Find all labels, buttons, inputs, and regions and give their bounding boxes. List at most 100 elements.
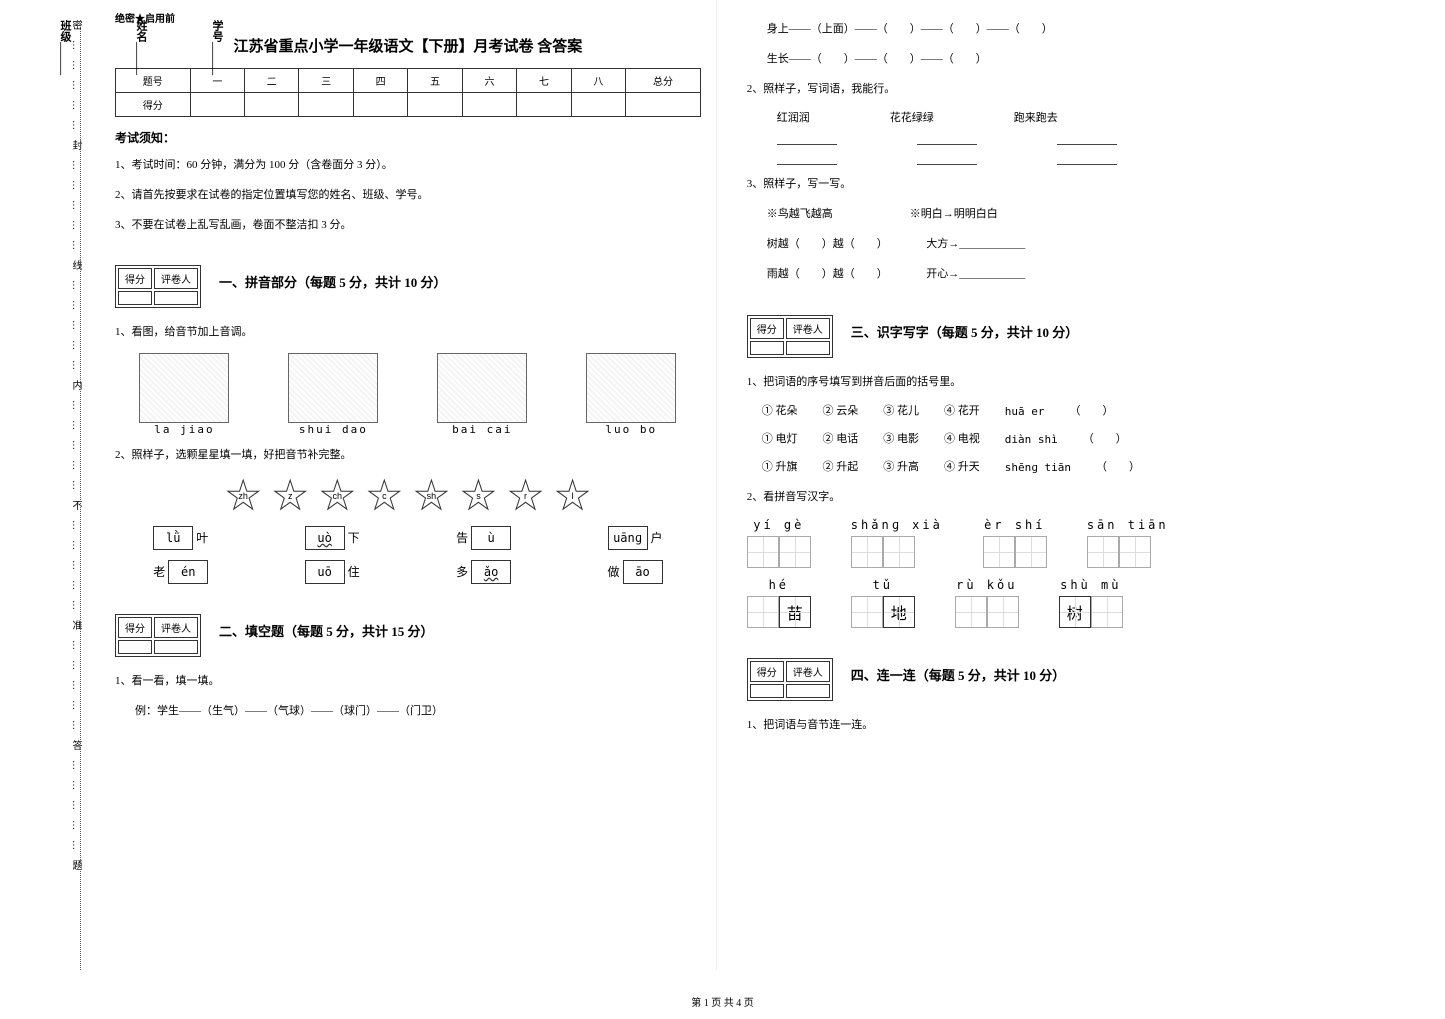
char: 叶 <box>196 529 208 546</box>
image-row: la jiao shui dao bai cai luo bo <box>115 353 701 436</box>
pinyin: rù kǒu <box>955 578 1019 592</box>
s2-q1: 1、看一看，填一填。 <box>115 672 701 692</box>
star-icon: sh <box>411 476 451 516</box>
th: 六 <box>462 69 516 93</box>
notice-line: 1、考试时间：60 分钟，满分为 100 分（含卷面分 3 分）。 <box>115 156 701 176</box>
opt: ④ 花开 <box>944 402 980 422</box>
page-footer: 第 1 页 共 4 页 <box>0 994 1445 1009</box>
tianzi-box <box>955 596 987 628</box>
fill-box-row: lǜ叶 uò下 告ù uānɡ户 <box>115 526 701 550</box>
tianzi-row: hé苗 tǔ地 rù kǒu shù mù树 <box>747 578 1319 628</box>
tianzi-box <box>983 536 1015 568</box>
section-1-title: 一、拼音部分（每题 5 分，共计 10 分） <box>219 272 447 291</box>
pinyin: shēnɡ tiān <box>1005 458 1071 478</box>
blank-line <box>1057 131 1117 145</box>
section-1-header: 得分评卷人 一、拼音部分（每题 5 分，共计 10 分） <box>115 250 701 313</box>
pinyin-text: la jiao <box>139 423 229 436</box>
s2-q1-row: 生长——（ ）——（ ）——（ ） <box>747 50 1319 70</box>
grader-label: 评卷人 <box>786 318 830 339</box>
blank-row <box>777 151 1319 165</box>
score-label: 得分 <box>750 661 784 682</box>
th: 二 <box>245 69 299 93</box>
sidebar-field: 姓名______ <box>133 20 149 119</box>
pinyin: hé <box>747 578 811 592</box>
tianzi-box <box>1119 536 1151 568</box>
score-label: 得分 <box>750 318 784 339</box>
pinyin-box: én <box>168 560 208 584</box>
section-3-title: 三、识字写字（每题 5 分，共计 10 分） <box>851 322 1079 341</box>
star-icon: z <box>270 476 310 516</box>
section-2-header: 得分评卷人 二、填空题（每题 5 分，共计 15 分） <box>115 599 701 662</box>
char: 多 <box>456 563 468 580</box>
th: 三 <box>299 69 353 93</box>
blank: （ ） <box>1083 430 1127 450</box>
example-word: 红润润 <box>777 109 810 125</box>
tianzi-box <box>747 536 779 568</box>
opt: ① 电灯 <box>762 430 798 450</box>
pinyin: shǎnɡ xià <box>851 518 943 532</box>
example-words: 红润润 花花绿绿 跑来跑去 <box>777 109 1319 125</box>
grader-label: 评卷人 <box>786 661 830 682</box>
s2-q3-row: 树越（ ）越（ ） 大方→____________ <box>747 235 1319 255</box>
section-4-header: 得分评卷人 四、连一连（每题 5 分，共计 10 分） <box>747 643 1319 706</box>
th: 四 <box>353 69 407 93</box>
figure-placeholder <box>437 353 527 423</box>
pinyin-box: ù <box>471 526 511 550</box>
right-column: 身上——（上面）——（ ）——（ ）——（ ） 生长——（ ）——（ ）——（ … <box>717 0 1334 970</box>
figure-placeholder <box>586 353 676 423</box>
pinyin-text: luo bo <box>586 423 676 436</box>
sidebar-field: 学号______ <box>209 20 225 119</box>
figure-placeholder <box>288 353 378 423</box>
char: 住 <box>348 563 360 580</box>
tianzi-box <box>987 596 1019 628</box>
dashed-divider <box>80 20 81 970</box>
th: 五 <box>408 69 462 93</box>
pinyin: yí gè <box>747 518 811 532</box>
tianzi-box <box>851 536 883 568</box>
s2-q1-row: 身上——（上面）——（ ）——（ ）——（ ） <box>747 20 1319 40</box>
pinyin-box: uānɡ <box>608 526 648 550</box>
s2-q2: 2、照样子，写词语，我能行。 <box>747 80 1319 100</box>
blank-line <box>777 131 837 145</box>
pinyin-box: ǎo <box>471 560 511 584</box>
opt: ④ 升天 <box>944 458 980 478</box>
opt: ② 电话 <box>823 430 859 450</box>
blank: （ ） <box>1070 402 1114 422</box>
th: 八 <box>571 69 625 93</box>
char: 告 <box>456 529 468 546</box>
blank-line <box>777 151 837 165</box>
s2-q3-row: 雨越（ ）越（ ） 开心→____________ <box>747 265 1319 285</box>
opt: ④ 电视 <box>944 430 980 450</box>
star-icon: c <box>364 476 404 516</box>
char: 老 <box>153 563 165 580</box>
notice-line: 2、请首先按要求在试卷的指定位置填写您的姓名、班级、学号。 <box>115 186 701 206</box>
star-icon: s <box>458 476 498 516</box>
pinyin: sān tiān <box>1087 518 1169 532</box>
pinyin-box: āo <box>623 560 663 584</box>
blank-line <box>1057 151 1117 165</box>
pinyin-box: lǜ <box>153 526 193 550</box>
opt: ③ 电影 <box>883 430 919 450</box>
char-box: 树 <box>1059 596 1091 628</box>
star-icon: ch <box>317 476 357 516</box>
notice-title: 考试须知： <box>115 129 701 146</box>
notice-block: 1、考试时间：60 分钟，满分为 100 分（含卷面分 3 分）。 2、请首先按… <box>115 156 701 235</box>
char: 户 <box>651 529 663 546</box>
s2-q3-example: ※鸟越飞越高 ※明白→明明白白 <box>747 205 1319 225</box>
char-box: 地 <box>883 596 915 628</box>
section-2-title: 二、填空题（每题 5 分，共计 15 分） <box>219 621 434 640</box>
stars-row: zh z ch c sh s r l <box>115 476 701 516</box>
grader-label: 评卷人 <box>154 268 198 289</box>
pinyin: huā er <box>1005 402 1045 422</box>
char: 做 <box>608 563 620 580</box>
s1-q2: 2、照样子，选颗星星填一填，好把音节补完整。 <box>115 446 701 466</box>
tianzi-box <box>779 536 811 568</box>
tianzi-box <box>1015 536 1047 568</box>
opt: ② 升起 <box>823 458 859 478</box>
th: 七 <box>517 69 571 93</box>
s2-q3: 3、照样子，写一写。 <box>747 175 1319 195</box>
section-4-title: 四、连一连（每题 5 分，共计 10 分） <box>851 665 1066 684</box>
score-label: 得分 <box>118 617 152 638</box>
blank-line <box>917 151 977 165</box>
blank-line <box>917 131 977 145</box>
